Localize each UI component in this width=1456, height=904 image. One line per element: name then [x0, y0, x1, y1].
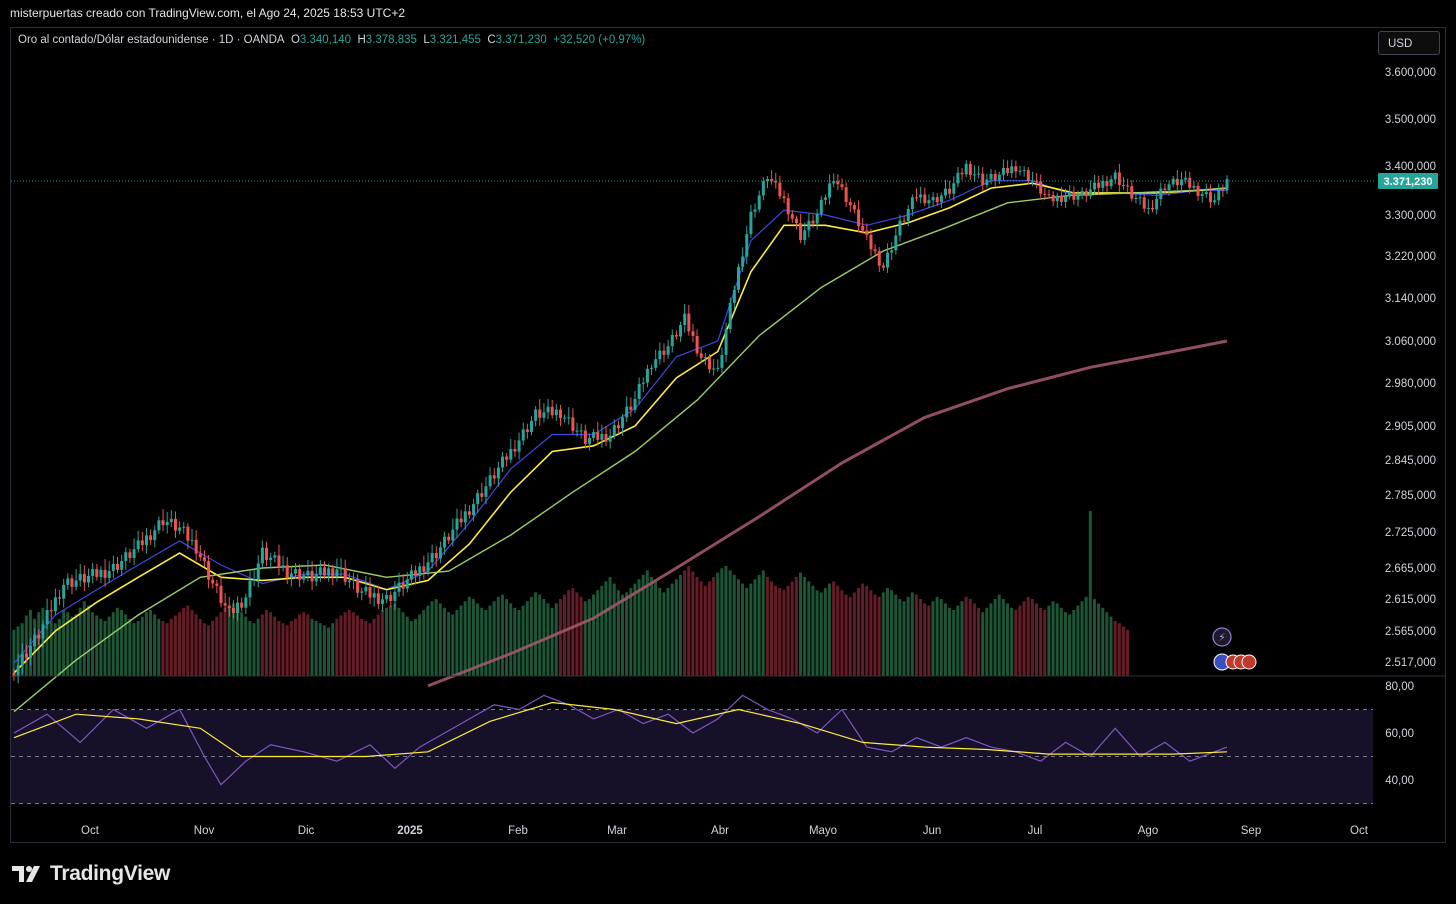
chart-caption: misterpuertas creado con TradingView.com… — [10, 6, 406, 20]
currency-button[interactable]: USD — [1378, 31, 1440, 55]
brand-name: TradingView — [50, 862, 171, 885]
chart-frame[interactable] — [10, 27, 1446, 843]
high-value: 3.378,835 — [365, 34, 417, 46]
tradingview-logo-icon — [12, 866, 40, 882]
symbol-name[interactable]: Oro al contado/Dólar estadounidense · 1D… — [18, 34, 285, 46]
open-value: 3.340,140 — [299, 34, 352, 46]
close-label: C — [487, 34, 496, 46]
open-label: O — [290, 34, 300, 46]
low-label: L — [423, 34, 430, 46]
change-value: +32,520 (+0,97%) — [553, 34, 646, 46]
tradingview-logo[interactable]: TradingView — [12, 862, 170, 886]
symbol-legend[interactable]: Oro al contado/Dólar estadounidense · 1D… — [18, 34, 645, 46]
high-label: H — [357, 34, 366, 46]
low-value: 3.321,455 — [429, 34, 481, 46]
close-value: 3.371,230 — [495, 34, 547, 46]
